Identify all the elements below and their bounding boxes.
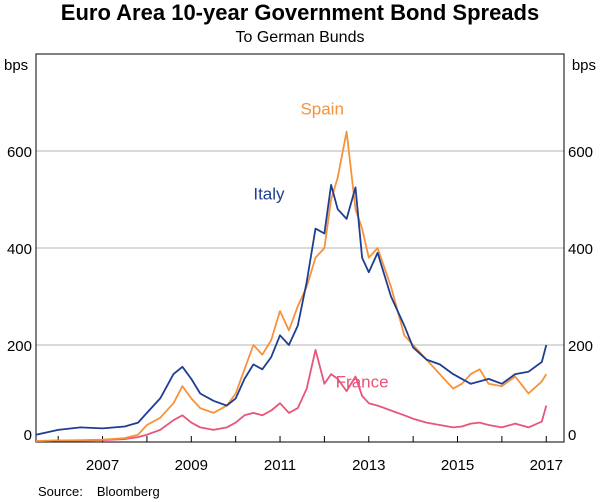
chart-title: Euro Area 10-year Government Bond Spread… <box>60 0 540 25</box>
chart-canvas: 0 0 200 200 400 400 600 600 2007 2009 2011 2013 2015… <box>4 53 596 474</box>
y-tick-label-left: 200 <box>7 338 32 355</box>
series-label-spain: Spain <box>300 100 343 119</box>
series-lines <box>35 130 548 442</box>
series-line-spain <box>35 130 548 442</box>
series-line-italy <box>35 184 548 436</box>
source-label: Source: <box>38 484 83 499</box>
y-axis-unit-right: bps <box>572 57 596 74</box>
y-tick-label-left: 600 <box>7 144 32 161</box>
chart-subtitle: To German Bunds <box>235 29 365 46</box>
y-tick-label-right: 0 <box>568 427 576 444</box>
axis-labels: 0 0 200 200 400 400 600 600 2007 2009 2011 2013 2015… <box>7 100 593 474</box>
series-label-italy: Italy <box>253 185 285 204</box>
plot-frame <box>35 53 565 443</box>
x-tick-label: 2007 <box>86 457 119 474</box>
source-value: Bloomberg <box>96 484 160 499</box>
y-tick-label-right: 400 <box>568 241 593 258</box>
gridlines <box>36 150 564 346</box>
x-tick-label: 2011 <box>264 457 296 474</box>
y-tick-label-right: 200 <box>568 338 593 355</box>
y-tick-label-left: 400 <box>7 241 32 258</box>
y-tick-label-right: 600 <box>568 144 593 161</box>
series-label-france: France <box>336 373 389 392</box>
series-line-france <box>35 349 548 442</box>
x-tick-label: 2015 <box>441 457 474 474</box>
source-note: Source: Bloomberg <box>38 484 160 500</box>
y-tick-label-left: 0 <box>24 427 32 444</box>
x-tick-label: 2013 <box>352 457 385 474</box>
y-axis-unit-left: bps <box>4 57 28 74</box>
x-tick-label: 2009 <box>175 457 208 474</box>
x-tick-label: 2017 <box>530 457 563 474</box>
